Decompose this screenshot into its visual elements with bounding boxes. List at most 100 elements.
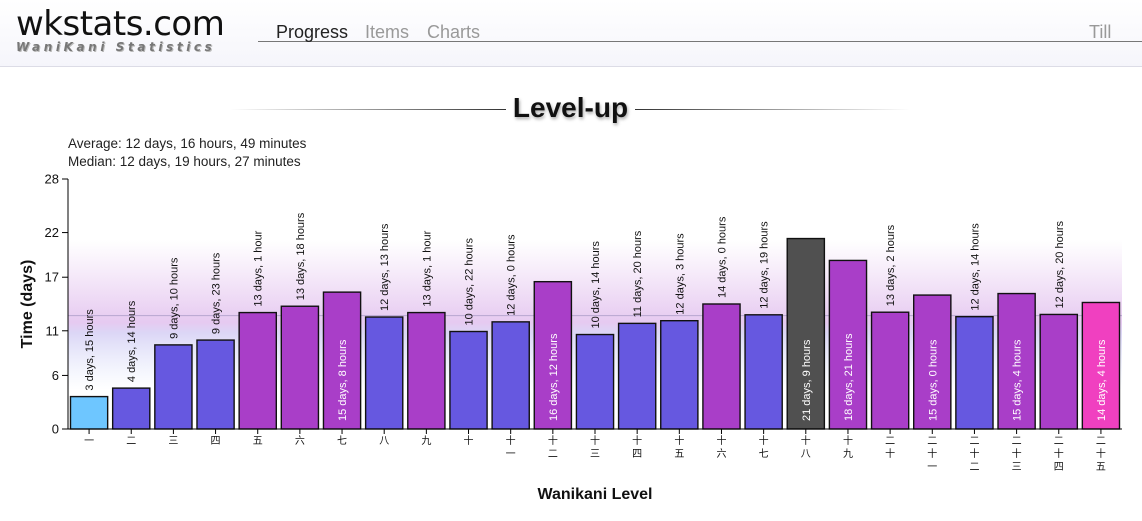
x-tick-label: 四 <box>1054 462 1064 473</box>
nav-charts[interactable]: Charts <box>427 22 481 42</box>
x-tick-label: 七 <box>337 435 347 447</box>
bar-value-label: 3 days, 15 hours <box>84 309 96 391</box>
bar-value-label: 15 days, 0 hours <box>927 339 939 421</box>
x-tick-label: 十 <box>1012 447 1022 460</box>
bar-value-label: 15 days, 8 hours <box>337 339 349 421</box>
x-tick-label: 八 <box>801 449 811 460</box>
x-tick-label: 十 <box>1054 447 1064 460</box>
brand-subtitle: WaniKani Statistics <box>16 40 216 54</box>
bar-value-label: 15 days, 4 hours <box>1012 339 1024 421</box>
bar-value-label: 4 days, 14 hours <box>126 300 138 382</box>
nav-user[interactable]: Till <box>1089 22 1112 42</box>
x-tick-label: 十 <box>927 447 937 460</box>
x-tick-label: 二 <box>927 436 937 447</box>
x-tick-label: 十 <box>843 434 853 447</box>
bar-value-label: 11 days, 20 hours <box>632 230 644 317</box>
bar-value-label: 9 days, 10 hours <box>168 257 180 339</box>
average-text: Average: 12 days, 16 hours, 49 minutes <box>68 136 307 151</box>
bar[interactable] <box>870 311 910 430</box>
bar[interactable] <box>69 395 109 430</box>
x-tick-label: 三 <box>590 449 600 460</box>
bar-value-label: 21 days, 9 hours <box>801 339 813 421</box>
bar[interactable] <box>913 294 952 430</box>
bar-value-label: 12 days, 13 hours <box>379 223 391 311</box>
x-axis-label: Wanikani Level <box>538 486 653 503</box>
x-tick-label: 八 <box>379 436 389 447</box>
x-tick-label: 五 <box>674 449 684 460</box>
bar[interactable] <box>154 344 193 430</box>
bar[interactable] <box>280 305 320 430</box>
bar[interactable] <box>828 259 868 430</box>
page-title: Level-up <box>512 92 629 123</box>
brand[interactable]: wkstats.com WaniKani Statistics <box>16 4 225 54</box>
x-tick-label: 二 <box>969 436 979 447</box>
bar[interactable] <box>744 314 783 430</box>
x-tick-label: 六 <box>295 435 305 447</box>
section-heading: Level-up <box>230 92 910 132</box>
x-tick-label: 一 <box>506 449 516 460</box>
navbar: wkstats.com WaniKani Statistics Progress… <box>0 0 1142 67</box>
bar[interactable] <box>322 291 362 430</box>
bar-value-label: 12 days, 14 hours <box>969 223 981 311</box>
bar-value-label: 14 days, 4 hours <box>1096 339 1108 421</box>
x-tick-label: 五 <box>1096 462 1106 473</box>
bar-value-label: 13 days, 1 hour <box>253 230 265 306</box>
x-tick-label: 二 <box>1096 436 1106 447</box>
bar[interactable] <box>533 280 573 430</box>
x-tick-label: 四 <box>211 436 221 447</box>
bar-value-label: 12 days, 0 hours <box>506 234 518 316</box>
x-tick-label: 十 <box>801 434 811 447</box>
bar[interactable] <box>1039 313 1079 430</box>
bar-value-label: 16 days, 12 hours <box>548 333 560 421</box>
bars-group: 3 days, 15 hours 4 days, 14 hours 9 days, … <box>68 212 1122 430</box>
bar[interactable] <box>660 319 699 430</box>
navbar-divider <box>258 41 1142 42</box>
bar[interactable] <box>364 316 404 430</box>
y-tick-label: 11 <box>46 323 60 338</box>
y-tick-label: 22 <box>45 225 59 240</box>
bar-value-label: 13 days, 18 hours <box>295 212 307 300</box>
x-tick-label: 二 <box>548 449 558 460</box>
x-tick-label: 一 <box>927 462 937 473</box>
bar-value-label: 14 days, 0 hours <box>716 216 728 298</box>
bar[interactable] <box>617 322 657 430</box>
x-tick-label: 九 <box>421 435 431 447</box>
x-tick-label: 二 <box>1054 436 1064 447</box>
y-tick-label: 0 <box>52 422 59 437</box>
bar[interactable] <box>702 303 741 430</box>
bar-value-label: 12 days, 3 hours <box>674 233 686 315</box>
x-tick-label: 二 <box>885 436 895 447</box>
median-text: Median: 12 days, 19 hours, 27 minutes <box>68 154 301 169</box>
bar[interactable] <box>111 387 151 430</box>
bar[interactable] <box>955 315 994 430</box>
bar-value-label: 10 days, 14 hours <box>590 241 602 329</box>
bar[interactable] <box>491 321 530 430</box>
bar[interactable] <box>238 311 277 430</box>
y-axis-label: Time (days) <box>19 260 36 349</box>
bar[interactable] <box>449 330 488 430</box>
x-tick-label: 五 <box>253 436 263 447</box>
x-tick-label: 六 <box>716 448 726 460</box>
bar-value-label: 13 days, 2 hours <box>885 224 897 306</box>
x-tick-label: 十 <box>548 434 558 447</box>
bar-value-label: 9 days, 23 hours <box>211 252 223 334</box>
bar[interactable] <box>196 339 235 430</box>
x-tick-label: 四 <box>632 449 642 460</box>
bar[interactable] <box>786 237 826 430</box>
nav-items[interactable]: Items <box>365 22 410 42</box>
heading-line-left <box>230 109 506 110</box>
y-tick-label: 17 <box>45 270 59 285</box>
bar[interactable] <box>997 292 1036 430</box>
bar-value-label: 12 days, 19 hours <box>759 221 771 309</box>
level-stats: Average: 12 days, 16 hours, 49 minutes M… <box>68 135 306 171</box>
x-tick-label: 十 <box>632 434 642 447</box>
nav-progress[interactable]: Progress <box>276 22 349 42</box>
bar-value-label: 12 days, 20 hours <box>1054 220 1066 308</box>
y-tick-label: 28 <box>45 172 59 187</box>
x-tick-label: 十 <box>1096 447 1106 460</box>
bar[interactable] <box>575 333 615 430</box>
bar[interactable] <box>407 311 446 430</box>
x-tick-label: 十 <box>759 434 769 447</box>
brand-title[interactable]: wkstats.com <box>16 4 225 44</box>
